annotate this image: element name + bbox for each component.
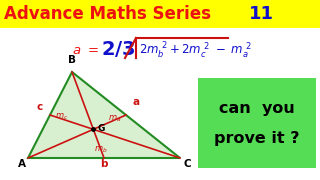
FancyBboxPatch shape [0,0,320,28]
FancyBboxPatch shape [198,78,316,168]
Text: $a\ =$: $a\ =$ [72,44,99,57]
Text: $2m_{b}^{\ 2} + 2m_{c}^{\ 2}\ -\ m_{a}^{\ 2}$: $2m_{b}^{\ 2} + 2m_{c}^{\ 2}\ -\ m_{a}^{… [139,41,252,61]
Text: c: c [37,102,43,112]
Polygon shape [28,72,180,158]
Text: a: a [132,97,140,107]
Text: $m_a$: $m_a$ [108,113,121,124]
Text: B: B [68,55,76,65]
Text: $m_b$: $m_b$ [94,145,108,155]
Text: G: G [97,124,105,133]
Text: $m_c$: $m_c$ [55,111,68,122]
Text: $\mathbf{2/3}$: $\mathbf{2/3}$ [101,39,136,59]
Text: can  you: can you [219,100,295,116]
Text: prove it ?: prove it ? [214,130,300,145]
Text: b: b [100,159,108,169]
Text: C: C [183,159,191,169]
Text: Advance Maths Series: Advance Maths Series [4,5,211,23]
Text: 11: 11 [249,5,274,23]
Text: A: A [18,159,26,169]
